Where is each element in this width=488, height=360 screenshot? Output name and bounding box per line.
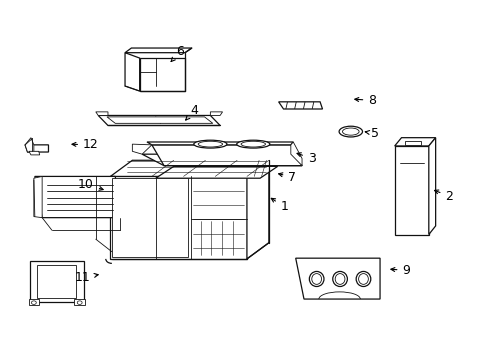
Text: 10: 10 [78, 178, 103, 191]
Polygon shape [290, 142, 302, 166]
Polygon shape [74, 299, 84, 305]
Polygon shape [156, 166, 277, 178]
Text: 4: 4 [185, 104, 198, 120]
Text: 8: 8 [354, 94, 375, 107]
Ellipse shape [355, 271, 370, 287]
Polygon shape [25, 145, 48, 152]
Polygon shape [125, 48, 191, 53]
Polygon shape [35, 176, 120, 218]
Polygon shape [246, 160, 268, 259]
Polygon shape [428, 138, 435, 234]
Polygon shape [147, 142, 293, 145]
Polygon shape [152, 145, 302, 166]
Text: 9: 9 [390, 264, 409, 277]
Polygon shape [140, 58, 184, 91]
Polygon shape [110, 160, 268, 176]
Ellipse shape [338, 126, 362, 137]
Polygon shape [394, 138, 435, 146]
Polygon shape [132, 144, 152, 154]
Text: 6: 6 [171, 45, 183, 62]
Polygon shape [107, 117, 212, 123]
Ellipse shape [334, 274, 344, 284]
Ellipse shape [309, 271, 324, 287]
Text: 7: 7 [278, 171, 296, 184]
Text: 5: 5 [365, 127, 378, 140]
Polygon shape [96, 112, 108, 116]
Polygon shape [405, 140, 420, 145]
Text: 2: 2 [434, 190, 452, 203]
Text: 3: 3 [296, 152, 315, 165]
Polygon shape [25, 138, 34, 152]
Polygon shape [110, 176, 246, 259]
Ellipse shape [241, 141, 265, 147]
Ellipse shape [332, 271, 346, 287]
Polygon shape [295, 258, 379, 299]
Polygon shape [29, 299, 39, 305]
Polygon shape [29, 151, 40, 155]
Ellipse shape [342, 128, 358, 135]
Polygon shape [142, 154, 302, 166]
Polygon shape [112, 178, 188, 257]
Polygon shape [210, 112, 222, 116]
Polygon shape [278, 102, 322, 109]
Ellipse shape [31, 301, 36, 305]
Polygon shape [34, 176, 42, 218]
Ellipse shape [193, 140, 226, 148]
Text: 1: 1 [271, 198, 288, 213]
Ellipse shape [198, 141, 222, 147]
Polygon shape [394, 146, 428, 234]
Polygon shape [30, 261, 83, 302]
Text: 12: 12 [72, 138, 99, 151]
Ellipse shape [358, 274, 367, 284]
Ellipse shape [236, 140, 269, 148]
Ellipse shape [311, 274, 321, 284]
Ellipse shape [77, 301, 82, 305]
Polygon shape [125, 53, 140, 91]
Text: 11: 11 [75, 271, 98, 284]
Polygon shape [37, 265, 76, 298]
Polygon shape [98, 116, 220, 126]
